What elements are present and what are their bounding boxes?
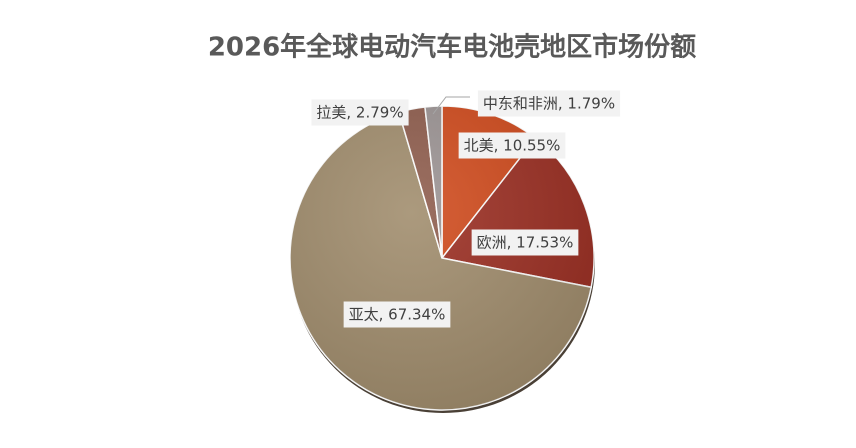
chart-title: 2026年全球电动汽车电池壳地区市场份额	[208, 32, 696, 63]
data-label-bg	[343, 301, 451, 328]
data-label-bg	[311, 99, 409, 126]
data-label-bg	[471, 229, 579, 256]
data-label: 欧洲, 17.53%	[471, 229, 579, 256]
data-label-text: 欧洲, 17.53%	[477, 234, 574, 252]
data-label-bg	[477, 90, 621, 117]
data-label: 中东和非洲, 1.79%	[477, 90, 621, 117]
leader-line	[432, 96, 470, 115]
data-label-text: 拉美, 2.79%	[316, 104, 403, 122]
data-label: 拉美, 2.79%	[311, 99, 409, 126]
data-label-text: 亚太, 67.34%	[349, 306, 446, 324]
data-label-text: 中东和非洲, 1.79%	[483, 95, 615, 113]
data-label-bg	[458, 132, 566, 159]
data-label: 北美, 10.55%	[458, 132, 566, 159]
data-label: 亚太, 67.34%	[343, 301, 451, 328]
data-label-text: 北美, 10.55%	[464, 137, 561, 155]
